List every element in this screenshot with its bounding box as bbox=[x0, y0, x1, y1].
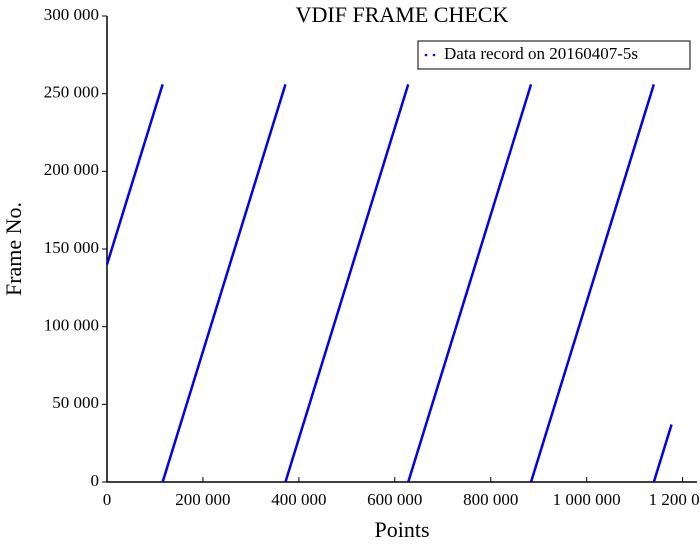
x-tick-label: 600 000 bbox=[367, 490, 422, 509]
x-tick-label: 400 000 bbox=[271, 490, 326, 509]
chart-title: VDIF FRAME CHECK bbox=[296, 2, 509, 27]
y-tick-label: 50 000 bbox=[52, 393, 99, 412]
y-tick-label: 150 000 bbox=[44, 238, 99, 257]
y-tick-label: 250 000 bbox=[44, 83, 99, 102]
y-tick-label: 0 bbox=[91, 471, 100, 490]
x-tick-label: 0 bbox=[103, 490, 112, 509]
data-line bbox=[105, 83, 673, 483]
x-tick-label: 1 000 000 bbox=[553, 490, 621, 509]
x-tick-label: 200 000 bbox=[175, 490, 230, 509]
legend-marker bbox=[424, 53, 428, 57]
y-tick-label: 300 000 bbox=[44, 5, 99, 24]
y-tick-label: 200 000 bbox=[44, 160, 99, 179]
legend-label: Data record on 20160407-5s bbox=[444, 44, 638, 63]
x-tick-label: 1 200 000 bbox=[649, 490, 700, 509]
y-tick-label: 100 000 bbox=[44, 316, 99, 335]
x-tick-label: 800 000 bbox=[463, 490, 518, 509]
y-axis-label: Frame No. bbox=[1, 202, 26, 296]
x-axis-label: Points bbox=[374, 517, 429, 542]
legend-box bbox=[417, 40, 691, 70]
legend-marker bbox=[432, 53, 436, 57]
